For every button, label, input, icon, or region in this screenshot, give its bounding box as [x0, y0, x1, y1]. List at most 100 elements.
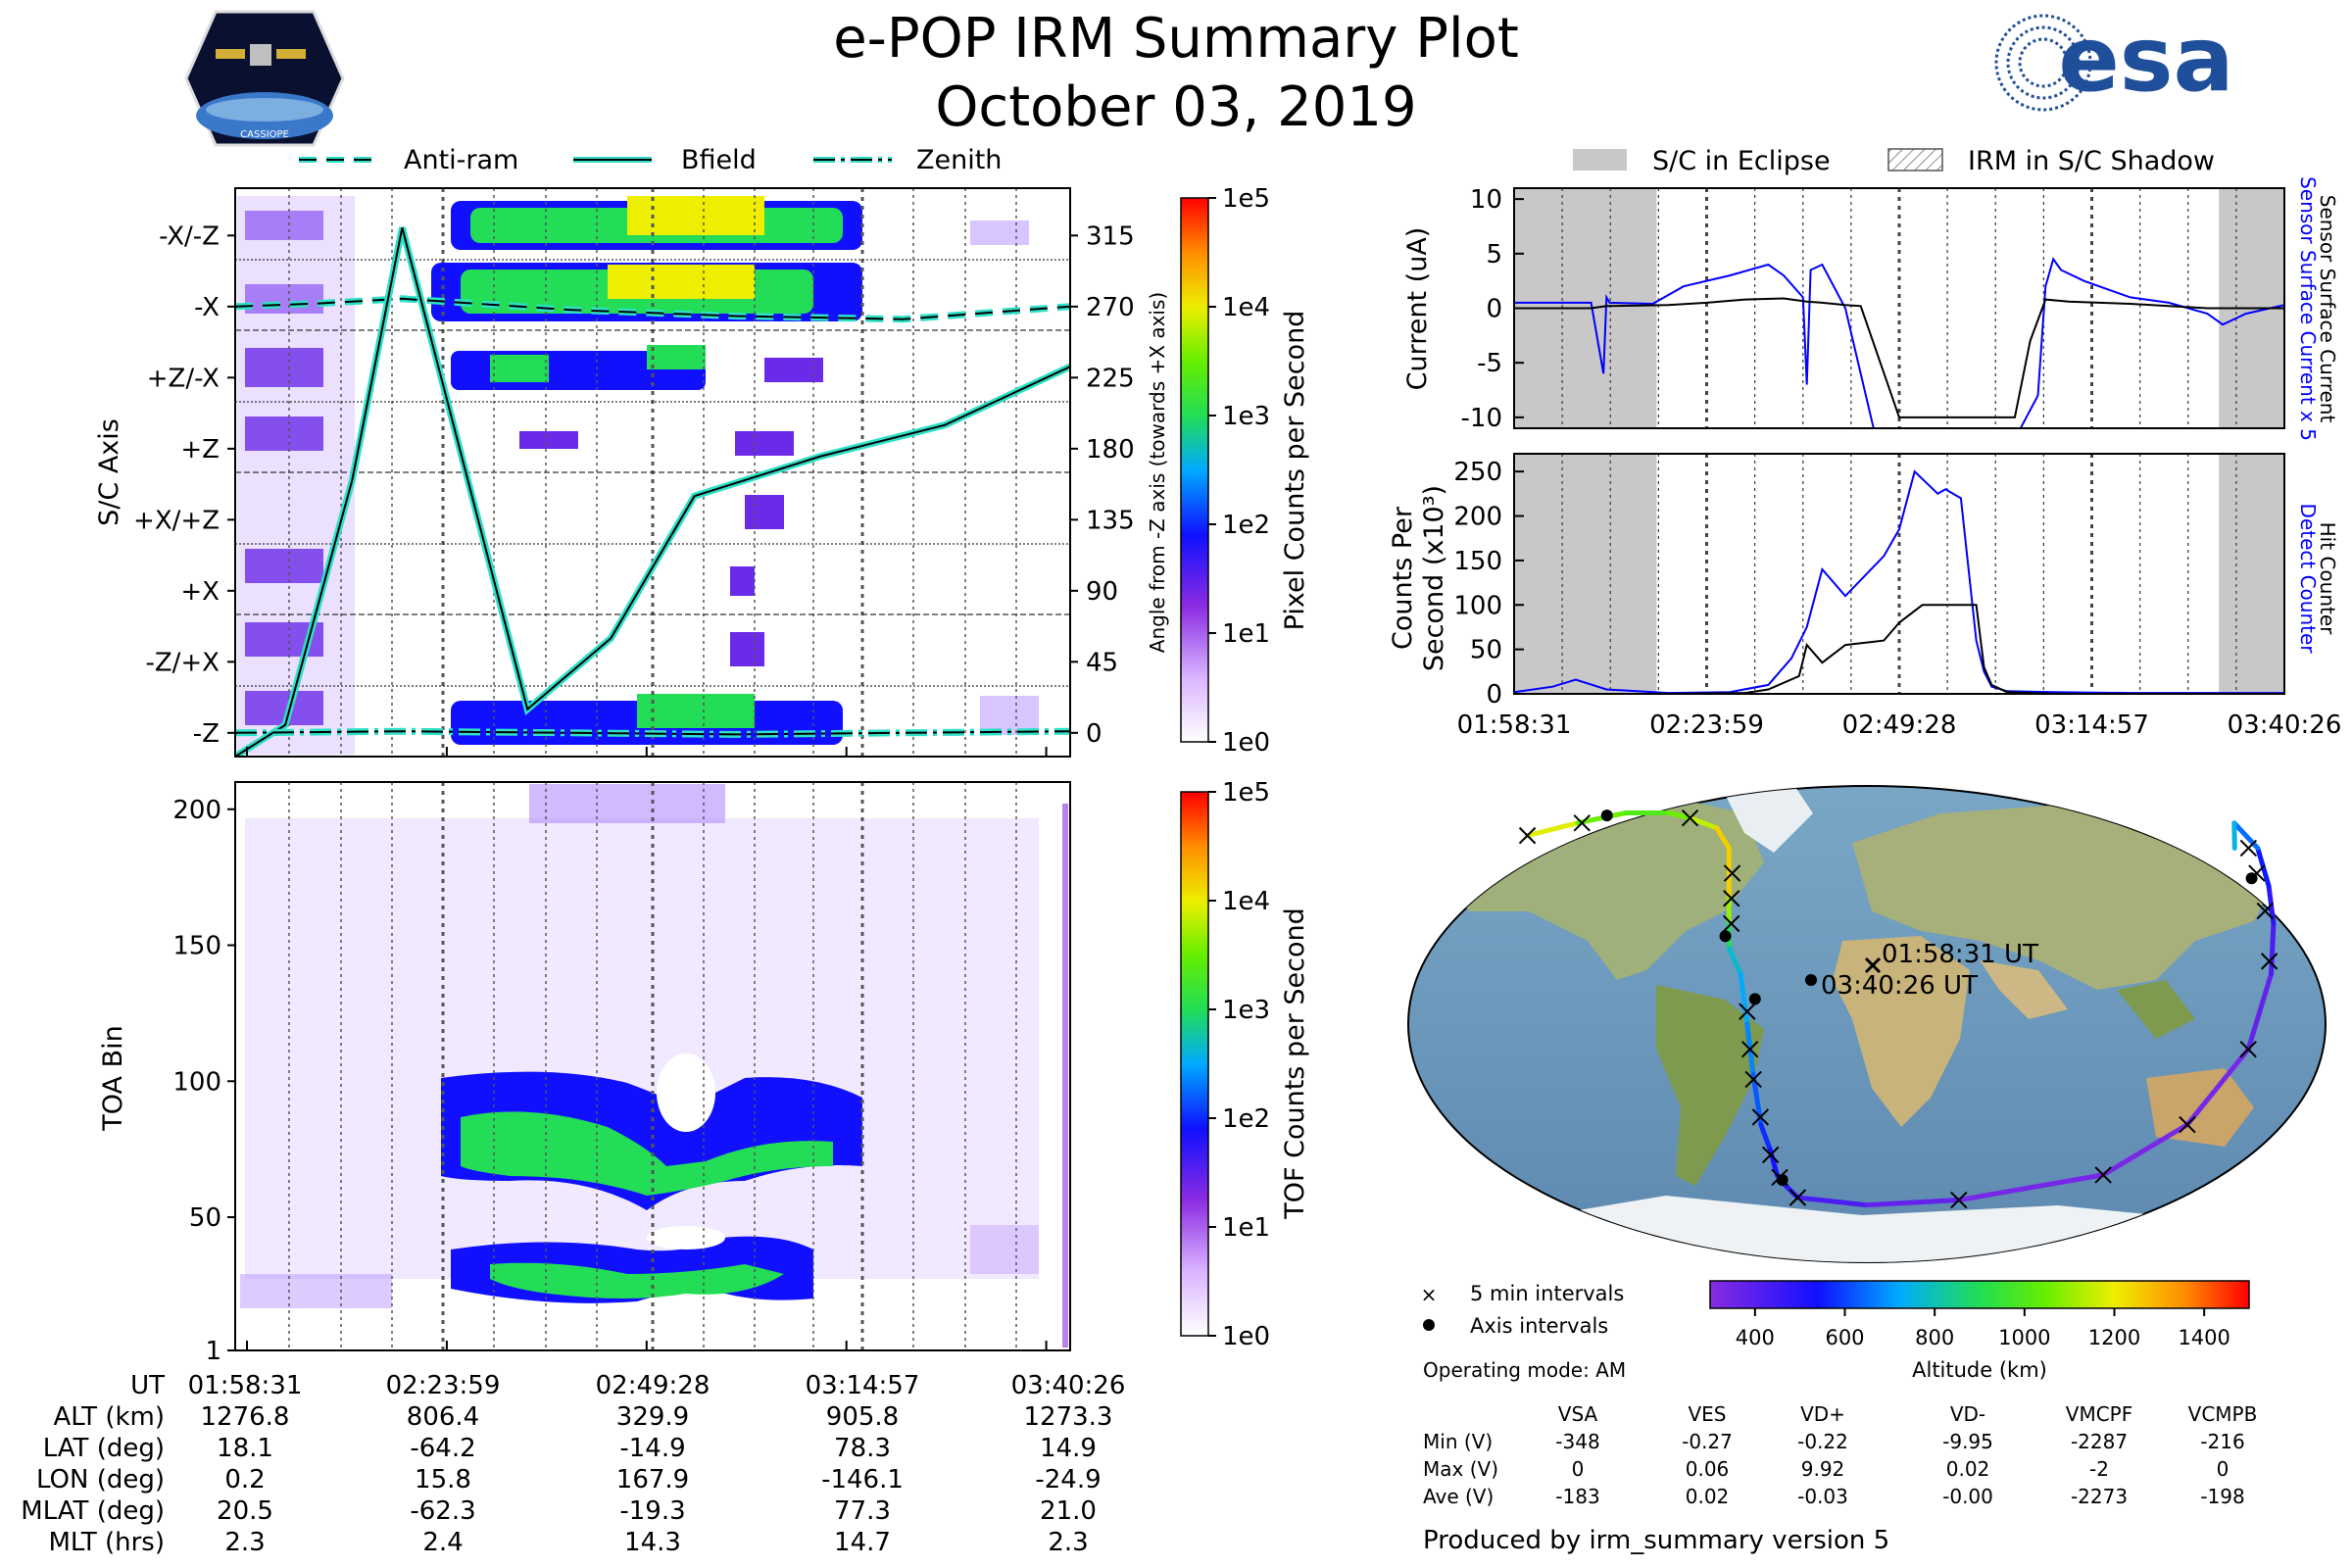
orbit-axis-marker [1776, 1174, 1788, 1187]
orbit-start-marker [1864, 956, 1882, 974]
sc-axis-y2tick-label: 315 [1086, 221, 1135, 251]
ytick-label: 200 [1453, 503, 1502, 532]
sc-axis-y2tick-label: 180 [1086, 435, 1135, 465]
orbit-5min-marker [1788, 1189, 1807, 1206]
map-legend: × 5 min intervals Axis intervals Operati… [1421, 1282, 1626, 1382]
counter-y-ticks: 250 200 150 100 50 0 [1453, 458, 1524, 710]
sc-axis-series-bfield [235, 227, 1070, 757]
series-line [1514, 257, 2284, 428]
orbit-table-cell: 14.7 [834, 1528, 891, 1557]
orbit-5min-marker [2239, 839, 2258, 858]
toa-ytick-label: 50 [189, 1203, 221, 1233]
voltage-table-cell: 9.92 [1801, 1457, 1845, 1481]
current-right-label-blue: Sensor Surface Current x 5 [2296, 176, 2320, 441]
page-title: e-POP IRM Summary Plot [833, 7, 1519, 71]
counter-right-label-blue: Detect Counter [2296, 504, 2320, 655]
colorbar-tick-label: 1e0 [1222, 728, 1270, 758]
counter-ylabel: Counts PerSecond (x10³) [1388, 485, 1449, 671]
sc-axis-ytick-label: -Z [193, 719, 220, 749]
sc-axis-dividers [235, 259, 1070, 687]
orbit-5min-marker [1518, 826, 1537, 845]
orbit-table-cell: -19.3 [619, 1496, 685, 1526]
colorbar-tick-label: 1e3 [1222, 996, 1270, 1025]
ytick-label: 10 [1470, 185, 1502, 215]
sc-axis-y2tick-label: 225 [1086, 364, 1135, 393]
legend-bfield-label: Bfield [681, 145, 757, 175]
ytick-label: 0 [1486, 680, 1502, 710]
colorbar-tick-label: 1e1 [1222, 1213, 1270, 1243]
voltage-table-row-label: Max (V) [1423, 1457, 1498, 1481]
orbit-table-cell: 02:23:59 [386, 1371, 501, 1400]
orbit-table-cell: 14.3 [624, 1528, 681, 1557]
toa-gridlines [288, 782, 1017, 1350]
voltage-table-cell: -2273 [2071, 1485, 2128, 1508]
voltage-table-cell: -198 [2200, 1485, 2244, 1508]
colorbar-tick-label: 1e2 [1222, 511, 1270, 540]
orbit-5min-marker [1723, 864, 1741, 882]
orbit-table-cell: 1276.8 [201, 1402, 290, 1432]
series-line [1514, 297, 2284, 418]
legend-dot-marker [1423, 1319, 1435, 1331]
sc-axis-y2tick-label: 135 [1086, 506, 1135, 535]
voltage-table-cell: -0.22 [1797, 1430, 1848, 1453]
sc-axis-ytick-label: +X [180, 577, 220, 607]
orbit-track-segment [1738, 971, 1750, 1027]
orbit-5min-marker [1681, 808, 1699, 827]
sc-axis-ytick-label: -X [194, 293, 220, 322]
sc-axis-y2tick-label: 0 [1086, 719, 1102, 749]
eclipse-region [1514, 454, 1657, 694]
orbit-axis-marker [1748, 993, 1761, 1005]
sc-axis-ylabel: S/C Axis [94, 418, 124, 526]
colorbar-tick-label: 1e4 [1222, 887, 1270, 916]
orbit-track-segment [1525, 820, 1581, 839]
voltage-table-row-label: Ave (V) [1423, 1485, 1494, 1508]
orbit-table-cell: 02:49:28 [596, 1371, 710, 1400]
orbit-table-cell: 1273.3 [1024, 1402, 1113, 1432]
orbit-track-segment [1956, 1172, 2106, 1203]
sc-axis-y2tick-label: 90 [1086, 577, 1118, 607]
colorbar-tick-label: 1e5 [1222, 778, 1270, 808]
voltage-table-cell: -2287 [2071, 1430, 2128, 1453]
legend-axis-label: Axis intervals [1470, 1314, 1608, 1338]
orbit-5min-marker [1573, 814, 1591, 832]
orbit-markers [1518, 808, 2278, 1209]
voltage-table-header: VCMPB [2188, 1402, 2258, 1426]
toa-ytick-label: 100 [172, 1067, 221, 1097]
toa-ytick-label: 150 [172, 932, 221, 961]
sc-axis-panel: -X/-Z -X +Z/-X +Z +X/+Z +X -Z/+X -Z 315 270 225 18… [94, 187, 1169, 758]
agency-logo-text: esa [2058, 7, 2233, 112]
legend-5min-label: 5 min intervals [1470, 1282, 1624, 1305]
voltage-table: VSA VES VD+ VD- VMCPF VCMPB Min (V) -348 -0.27 -0… [1423, 1402, 2257, 1508]
orbit-track-segment [2184, 1047, 2251, 1128]
orbit-end-marker [1805, 974, 1817, 986]
orbit-axis-marker [2245, 872, 2258, 885]
orbit-table-cell: -64.2 [410, 1434, 475, 1463]
altitude-colorbar: 400 600 800 1000 1200 1400 Altitude (km) [1709, 1280, 2250, 1382]
toa-spectrogram [240, 784, 1039, 1308]
voltage-table-cell: 0 [1572, 1457, 1585, 1481]
orbit-5min-marker [2179, 1115, 2196, 1134]
colorbar-tick-label: 1e4 [1222, 293, 1270, 322]
sc-axis-ytick-label: +X/+Z [133, 506, 220, 535]
orbit-5min-marker [1762, 1146, 1780, 1164]
orbit-5min-marker [2256, 902, 2274, 920]
counter-eclipse-shading [1514, 454, 2284, 694]
orbit-5min-marker [2260, 953, 2278, 970]
voltage-table-cell: 0.06 [1686, 1457, 1730, 1481]
orbit-5min-marker [1744, 1070, 1762, 1089]
voltage-table-header: VD+ [1800, 1402, 1845, 1426]
orbit-5min-marker [1950, 1191, 1968, 1209]
colorbar-tick-label: 1e2 [1222, 1104, 1270, 1134]
orbit-track-segment [2100, 1122, 2190, 1178]
orbit-table-cell: 15.8 [415, 1465, 471, 1494]
ytick-label: -10 [1461, 404, 1502, 433]
ytick-label: 150 [1453, 547, 1502, 576]
orbit-table-cell: 18.1 [217, 1434, 273, 1463]
orbit-table-cell: 77.3 [834, 1496, 891, 1526]
orbit-table-cell: 0.2 [224, 1465, 265, 1494]
sc-axis-y-ticks: -X/-Z -X +Z/-X +Z +X/+Z +X -Z/+X -Z [133, 221, 235, 749]
orbit-axis-marker [1719, 930, 1732, 943]
orbit-table-cell: 78.3 [834, 1434, 891, 1463]
legend-x-marker: × [1421, 1283, 1438, 1306]
